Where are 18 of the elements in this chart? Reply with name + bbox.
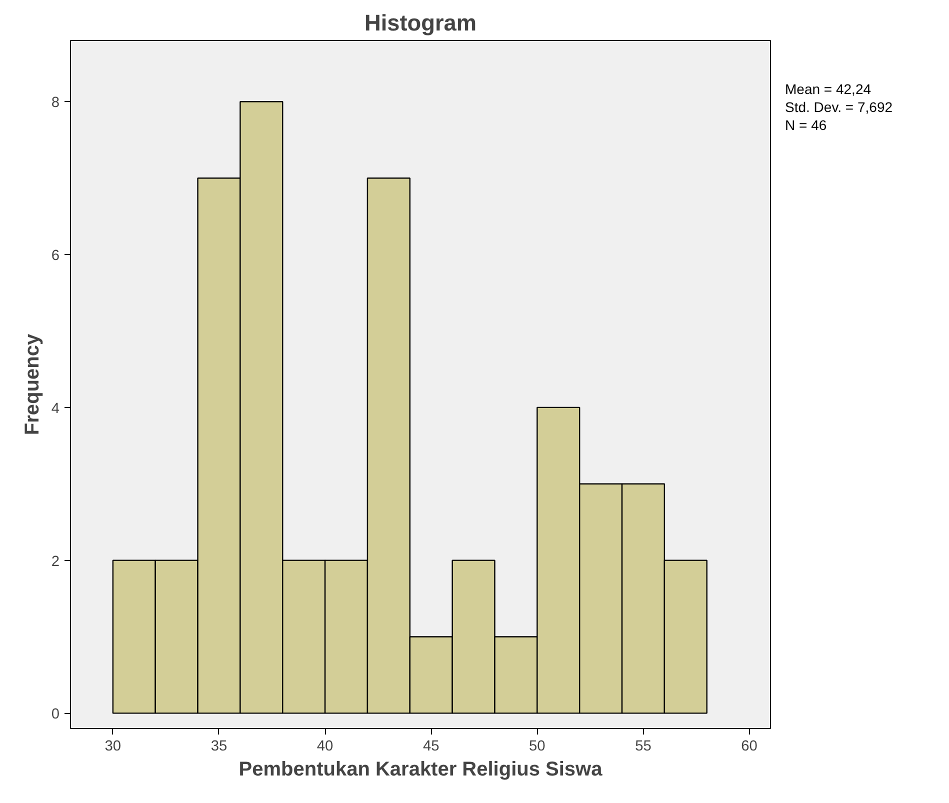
text: Mean = 42,24 [785,80,872,98]
y-axis-title: Frequency [21,333,44,436]
y-tick-label: 4 [51,400,60,417]
y-tick-label: 2 [51,554,60,570]
x-tick-label: 50 [529,738,546,754]
x-tick-label: 60 [741,738,758,754]
x-tick-label: 30 [104,738,122,754]
x-tick-label: 35 [210,738,228,754]
text: N = 46 [785,116,828,134]
y-tick-label: 8 [51,95,60,112]
x-tick-label: 45 [422,738,440,754]
x-tick-label: 40 [316,738,334,754]
x-tick-label: 55 [635,738,652,754]
y-tick-label: 6 [51,248,60,264]
y-tick-label: 0 [51,706,60,723]
text: Std. Dev. = 7,692 [785,98,893,116]
chart-title: Histogram [364,10,477,36]
x-axis-title: Pembentukan Karakter Religius Siswa [238,758,604,780]
